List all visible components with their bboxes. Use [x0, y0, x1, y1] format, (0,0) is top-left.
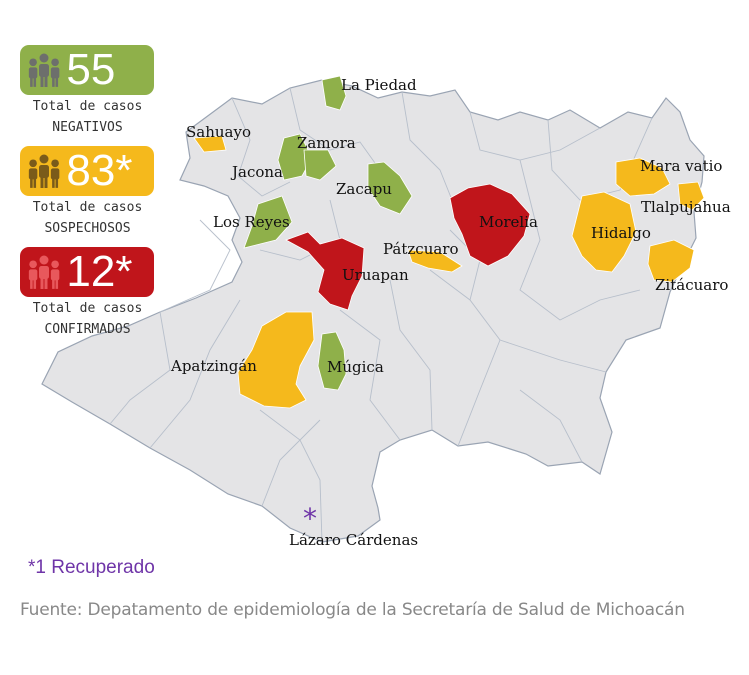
region-uruapan: [285, 231, 365, 311]
region-zamora: [277, 133, 313, 181]
stat-count-suspected: 83*: [66, 146, 133, 195]
region-zacapu: [367, 161, 413, 215]
label-sahuayo: Sahuayo: [186, 123, 251, 141]
label-hidalgo: Hidalgo: [591, 224, 651, 242]
region-la-piedad: [321, 75, 347, 111]
caption-line1: Total de casos: [32, 301, 143, 316]
label-tlalpujahua: Tlalpujahua: [641, 198, 731, 216]
region-tlalpujahua: [677, 181, 705, 211]
region-mugica: [317, 331, 347, 391]
label-maravatio: Mara vatio: [640, 157, 723, 175]
state-outline: [41, 79, 705, 543]
caption-line2: SOSPECHOSOS: [44, 221, 131, 236]
label-lazaro-cardenas: Lázaro Cárdenas: [289, 531, 419, 549]
label-patzcuaro: Pátzcuaro: [383, 240, 459, 258]
stat-count-negative: 55: [66, 45, 116, 94]
region-hidalgo: [571, 191, 637, 273]
region-maravatio: [615, 157, 671, 197]
region-patzcuaro: [407, 249, 463, 273]
highlighted-municipalities: [193, 75, 705, 409]
label-apatzingan: Apatzingán: [171, 357, 257, 375]
recovered-footnote: *1 Recuperado: [28, 557, 155, 578]
stat-caption-negative: Total de casos NEGATIVOS: [0, 96, 175, 138]
recovered-marker: *: [303, 502, 317, 535]
label-jacona: Jacona: [232, 163, 283, 181]
label-mugica: Múgica: [327, 358, 384, 376]
people-icon: [28, 53, 60, 87]
stat-box-confirmed: 12*: [20, 247, 154, 297]
municipality-boundaries: [109, 87, 653, 543]
caption-line1: Total de casos: [32, 200, 143, 215]
label-morelia: Morelia: [479, 213, 538, 231]
caption-line2: CONFIRMADOS: [44, 322, 131, 337]
label-la-piedad: La Piedad: [341, 76, 417, 94]
label-zamora: Zamora: [297, 134, 356, 152]
people-icon: [28, 154, 60, 188]
stat-caption-confirmed: Total de casos CONFIRMADOS: [0, 298, 175, 340]
people-icon: [28, 255, 60, 289]
region-zitacuaro: [647, 239, 695, 283]
stat-box-negative: 55: [20, 45, 154, 95]
label-los-reyes: Los Reyes: [213, 213, 290, 231]
region-jacona: [303, 149, 337, 181]
source-credit: Fuente: Depatamento de epidemiología de …: [20, 600, 685, 620]
label-zitacuaro: Zitácuaro: [655, 276, 729, 294]
stat-caption-suspected: Total de casos SOSPECHOSOS: [0, 197, 175, 239]
stat-count-confirmed: 12*: [66, 247, 133, 296]
region-sahuayo: [193, 135, 227, 153]
region-los-reyes: [243, 195, 293, 249]
label-uruapan: Uruapan: [342, 266, 409, 284]
caption-line2: NEGATIVOS: [52, 120, 123, 135]
stat-box-suspected: 83*: [20, 146, 154, 196]
region-apatzingan: [237, 311, 315, 409]
region-morelia: [449, 183, 531, 267]
label-zacapu: Zacapu: [336, 180, 392, 198]
caption-line1: Total de casos: [32, 99, 143, 114]
